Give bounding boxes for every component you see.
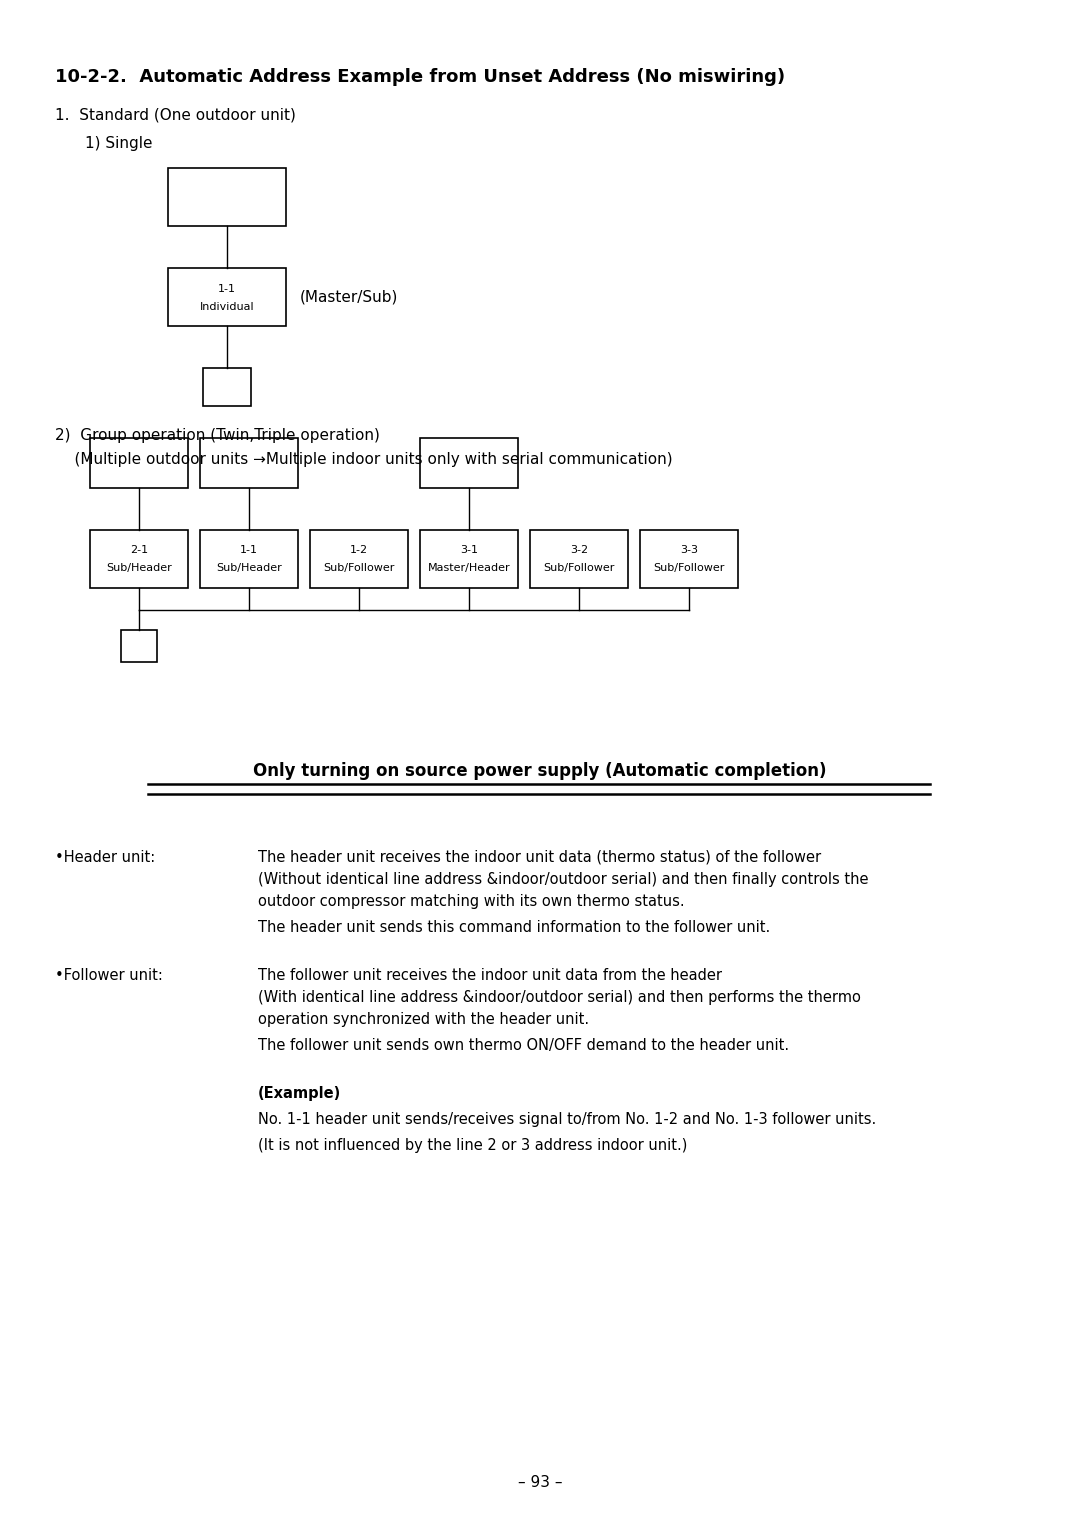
Text: (Master/Sub): (Master/Sub)	[300, 290, 399, 305]
Text: Master/Header: Master/Header	[428, 563, 511, 573]
Bar	[420, 531, 518, 589]
Text: (It is not influenced by the line 2 or 3 address indoor unit.): (It is not influenced by the line 2 or 3…	[258, 1138, 687, 1153]
Bar	[640, 531, 738, 589]
Text: The follower unit receives the indoor unit data from the header: The follower unit receives the indoor un…	[258, 968, 723, 984]
Bar	[530, 531, 627, 589]
Text: (With identical line address &indoor/outdoor serial) and then performs the therm: (With identical line address &indoor/out…	[258, 990, 861, 1005]
Text: Sub/Header: Sub/Header	[106, 563, 172, 573]
Text: 1-1: 1-1	[218, 284, 237, 294]
Bar	[168, 268, 286, 326]
Text: – 93 –: – 93 –	[517, 1475, 563, 1490]
Text: The header unit sends this command information to the follower unit.: The header unit sends this command infor…	[258, 920, 770, 935]
Text: 10-2-2.  Automatic Address Example from Unset Address (No miswiring): 10-2-2. Automatic Address Example from U…	[55, 69, 785, 85]
Text: •Follower unit:: •Follower unit:	[55, 968, 163, 984]
Text: (Multiple outdoor units →Multiple indoor units only with serial communication): (Multiple outdoor units →Multiple indoor…	[55, 451, 673, 467]
Text: 1-1: 1-1	[240, 544, 258, 555]
Text: Sub/Follower: Sub/Follower	[543, 563, 615, 573]
Text: (Without identical line address &indoor/outdoor serial) and then finally control: (Without identical line address &indoor/…	[258, 872, 868, 888]
Text: 2)  Group operation (Twin,Triple operation): 2) Group operation (Twin,Triple operatio…	[55, 429, 380, 442]
Text: No. 1-1 header unit sends/receives signal to/from No. 1-2 and No. 1-3 follower u: No. 1-1 header unit sends/receives signa…	[258, 1112, 876, 1127]
Bar	[121, 630, 157, 662]
Bar	[90, 531, 188, 589]
Text: Sub/Follower: Sub/Follower	[323, 563, 394, 573]
Text: Sub/Header: Sub/Header	[216, 563, 282, 573]
Text: operation synchronized with the header unit.: operation synchronized with the header u…	[258, 1013, 589, 1026]
Bar	[200, 438, 298, 488]
Text: 3-1: 3-1	[460, 544, 478, 555]
Text: 3-2: 3-2	[570, 544, 589, 555]
Text: (Example): (Example)	[258, 1086, 341, 1101]
Text: The follower unit sends own thermo ON/OFF demand to the header unit.: The follower unit sends own thermo ON/OF…	[258, 1039, 789, 1052]
Bar	[420, 438, 518, 488]
Text: •Header unit:: •Header unit:	[55, 849, 156, 865]
Text: 1) Single: 1) Single	[85, 136, 152, 151]
Bar	[90, 438, 188, 488]
Bar	[203, 368, 251, 406]
Text: 1.  Standard (One outdoor unit): 1. Standard (One outdoor unit)	[55, 108, 296, 124]
Text: Sub/Follower: Sub/Follower	[653, 563, 725, 573]
Text: outdoor compressor matching with its own thermo status.: outdoor compressor matching with its own…	[258, 894, 685, 909]
Text: The header unit receives the indoor unit data (thermo status) of the follower: The header unit receives the indoor unit…	[258, 849, 821, 865]
Bar	[168, 168, 286, 226]
Text: 2-1: 2-1	[130, 544, 148, 555]
Bar	[310, 531, 408, 589]
Text: 1-2: 1-2	[350, 544, 368, 555]
Text: Individual: Individual	[200, 302, 254, 313]
Text: 3-3: 3-3	[680, 544, 698, 555]
Text: Only turning on source power supply (Automatic completion): Only turning on source power supply (Aut…	[253, 762, 827, 779]
Bar	[200, 531, 298, 589]
